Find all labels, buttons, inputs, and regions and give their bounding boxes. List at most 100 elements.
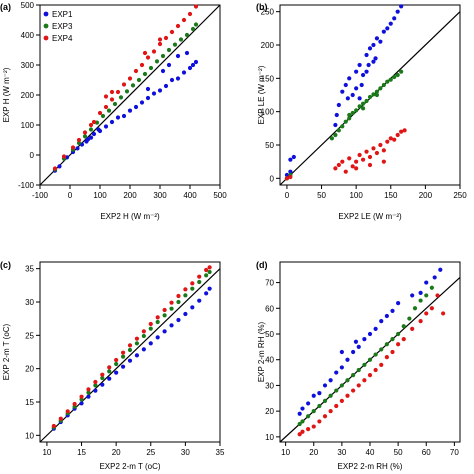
point-d-exp4-10 — [351, 388, 356, 393]
point-d-exp4-7 — [334, 403, 339, 409]
point-d-exp3-1 — [300, 419, 305, 424]
y-tick-label-a-4: 300 — [21, 61, 35, 70]
point-a-exp3-10 — [118, 95, 124, 100]
point-d-exp1-0 — [297, 411, 302, 416]
x-tick-label-b-4: 200 — [419, 191, 433, 200]
point-a-exp4-27 — [157, 37, 163, 42]
point-a-exp1-21 — [157, 88, 163, 93]
point-a-exp1-14 — [115, 115, 121, 120]
point-a-exp4-19 — [169, 29, 175, 35]
point-c-exp1-14 — [148, 341, 153, 346]
point-c-exp3-15 — [155, 319, 160, 325]
point-d-exp4-22 — [424, 311, 429, 316]
x-tick-label-b-0: 0 — [285, 191, 290, 200]
point-d-exp1-4 — [317, 391, 322, 396]
point-c-exp1-8 — [107, 376, 112, 381]
point-a-exp3-4 — [82, 134, 88, 139]
point-b-exp4-5 — [343, 169, 348, 174]
point-b-exp1-12 — [354, 69, 359, 74]
point-a-exp1-27 — [190, 62, 196, 68]
point-b-exp1-28 — [399, 4, 404, 9]
point-c-exp4-8 — [107, 365, 112, 370]
point-d-exp1-15 — [379, 319, 384, 324]
point-b-exp4-11 — [364, 149, 369, 154]
points-b — [284, 4, 407, 181]
point-c-exp4-17 — [169, 300, 174, 305]
y-tick-label-c-1: 15 — [25, 398, 34, 407]
point-d-exp4-4 — [317, 419, 322, 424]
point-d-exp3-19 — [401, 324, 406, 329]
x-tick-label-a-2: 100 — [93, 191, 107, 200]
point-a-exp4-5 — [88, 122, 94, 128]
point-d-exp1-24 — [339, 349, 344, 355]
point-d-exp3-3 — [311, 409, 316, 414]
point-b-exp3-6 — [343, 119, 348, 124]
point-d-exp3-21 — [412, 306, 418, 311]
x-tick-label-b-1: 50 — [317, 191, 326, 200]
legend-marker-exp4 — [43, 35, 49, 41]
ticks-d: 10 20 30 40 50 60 70 10 20 30 40 50 60 70 — [265, 279, 459, 457]
point-b-exp1-3 — [291, 154, 296, 160]
point-c-exp3-23 — [207, 269, 212, 275]
point-b-exp1-26 — [392, 16, 397, 21]
point-b-exp4-23 — [354, 166, 359, 171]
y-tick-label-c-4: 30 — [25, 298, 34, 307]
point-b-exp1-11 — [350, 92, 355, 98]
y-tick-label-c-2: 20 — [25, 365, 34, 374]
point-b-exp1-14 — [359, 82, 364, 88]
y-tick-label-d-0: 10 — [265, 433, 274, 442]
point-d-exp4-1 — [300, 429, 305, 434]
point-c-exp3-7 — [100, 375, 105, 381]
legend-label-exp4: EXP4 — [52, 34, 73, 43]
point-c-exp3-5 — [86, 390, 91, 395]
y-tick-label-c-0: 10 — [25, 431, 34, 440]
point-a-exp4-21 — [181, 17, 187, 23]
point-d-exp3-15 — [379, 347, 384, 352]
y-tick-label-b-3: 150 — [261, 74, 275, 83]
point-b-exp3-13 — [367, 94, 373, 100]
point-d-exp3-17 — [390, 337, 395, 342]
point-a-exp1-11 — [97, 128, 103, 134]
point-c-exp3-20 — [190, 286, 195, 291]
point-d-exp4-9 — [345, 393, 350, 398]
point-a-exp1-18 — [139, 100, 145, 105]
point-c-exp3-6 — [93, 383, 98, 388]
point-c-exp3-14 — [148, 326, 153, 331]
point-c-exp4-10 — [120, 350, 126, 355]
legend-marker-exp3 — [43, 23, 49, 29]
point-b-exp3-23 — [347, 112, 352, 118]
point-c-exp4-11 — [127, 343, 133, 348]
point-b-exp4-14 — [374, 150, 380, 156]
point-b-exp3-12 — [364, 98, 369, 104]
legend-label-exp3: EXP3 — [52, 22, 73, 31]
point-d-exp4-19 — [401, 337, 406, 342]
point-a-exp1-9 — [91, 131, 97, 137]
y-tick-label-b-0: 0 — [270, 174, 275, 183]
point-d-exp3-14 — [373, 352, 378, 357]
point-b-exp1-5 — [334, 112, 339, 118]
point-a-exp4-6 — [91, 119, 97, 125]
point-a-exp3-11 — [124, 89, 130, 94]
point-c-exp4-22 — [204, 267, 209, 273]
panel-d: (d) EXP2 2-m RH (%) EXP 2-m RH (%) 10 20 3… — [256, 260, 461, 471]
point-d-exp4-20 — [410, 326, 415, 331]
point-b-exp1-8 — [343, 82, 348, 88]
point-d-exp1-23 — [438, 267, 443, 272]
point-d-exp3-22 — [418, 298, 423, 303]
point-a-exp4-17 — [157, 41, 163, 47]
point-d-exp4-2 — [306, 427, 311, 432]
point-a-exp3-8 — [106, 108, 112, 113]
point-b-exp1-22 — [378, 39, 383, 44]
point-d-exp1-5 — [322, 383, 328, 388]
point-b-exp4-0 — [284, 176, 290, 181]
legend-label-exp1: EXP1 — [52, 10, 73, 19]
y-tick-label-b-4: 200 — [261, 41, 275, 50]
point-a-exp3-5 — [88, 127, 94, 132]
point-d-exp1-18 — [396, 301, 401, 306]
point-b-exp1-7 — [340, 89, 345, 94]
y-tick-label-b-5: 250 — [261, 8, 275, 17]
y-tick-label-a-0: -100 — [18, 181, 35, 190]
y-tick-label-d-1: 20 — [265, 407, 274, 416]
x-tick-label-a-3: 200 — [123, 191, 137, 200]
point-b-exp4-13 — [371, 146, 376, 151]
